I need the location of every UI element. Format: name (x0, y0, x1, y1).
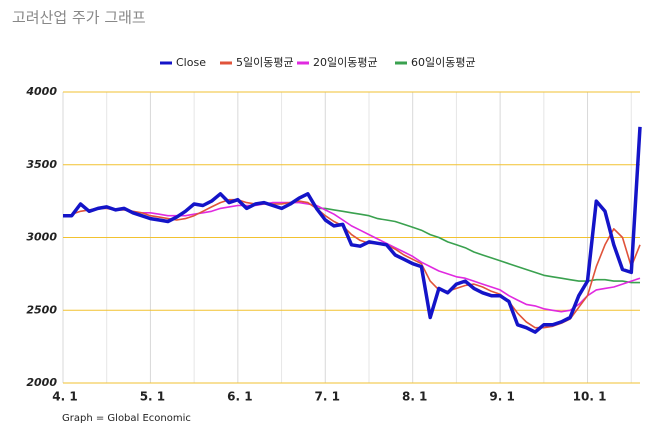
x-tick-label: 7. 1 (315, 390, 340, 404)
y-tick-label: 4000 (25, 85, 57, 98)
legend-label: Close (176, 56, 206, 69)
y-tick-label: 3500 (26, 158, 57, 171)
chart-title: 고려산업 주가 그래프 (12, 9, 146, 27)
x-tick-label: 10. 1 (573, 390, 607, 404)
series-line (71, 198, 641, 329)
series-line (63, 126, 642, 334)
x-tick-label: 8. 1 (402, 390, 427, 404)
y-tick-label: 3000 (26, 231, 57, 244)
legend-label: 5일이동평균 (236, 55, 294, 69)
legend-label: 20일이동평균 (313, 55, 378, 69)
x-tick-label: 9. 1 (489, 390, 514, 404)
series-line (141, 201, 641, 313)
x-tick-label: 5. 1 (140, 390, 165, 404)
x-tick-label: 6. 1 (227, 390, 252, 404)
y-tick-label: 2000 (26, 376, 57, 389)
y-tick-label: 2500 (26, 303, 57, 316)
x-tick-label: 4. 1 (52, 390, 77, 404)
legend-label: 60일이동평균 (411, 55, 476, 69)
footnote: Graph = Global Economic (62, 413, 191, 424)
legend: Close 5일이동평균 20일이동평균 60일이동평균 (160, 55, 476, 69)
